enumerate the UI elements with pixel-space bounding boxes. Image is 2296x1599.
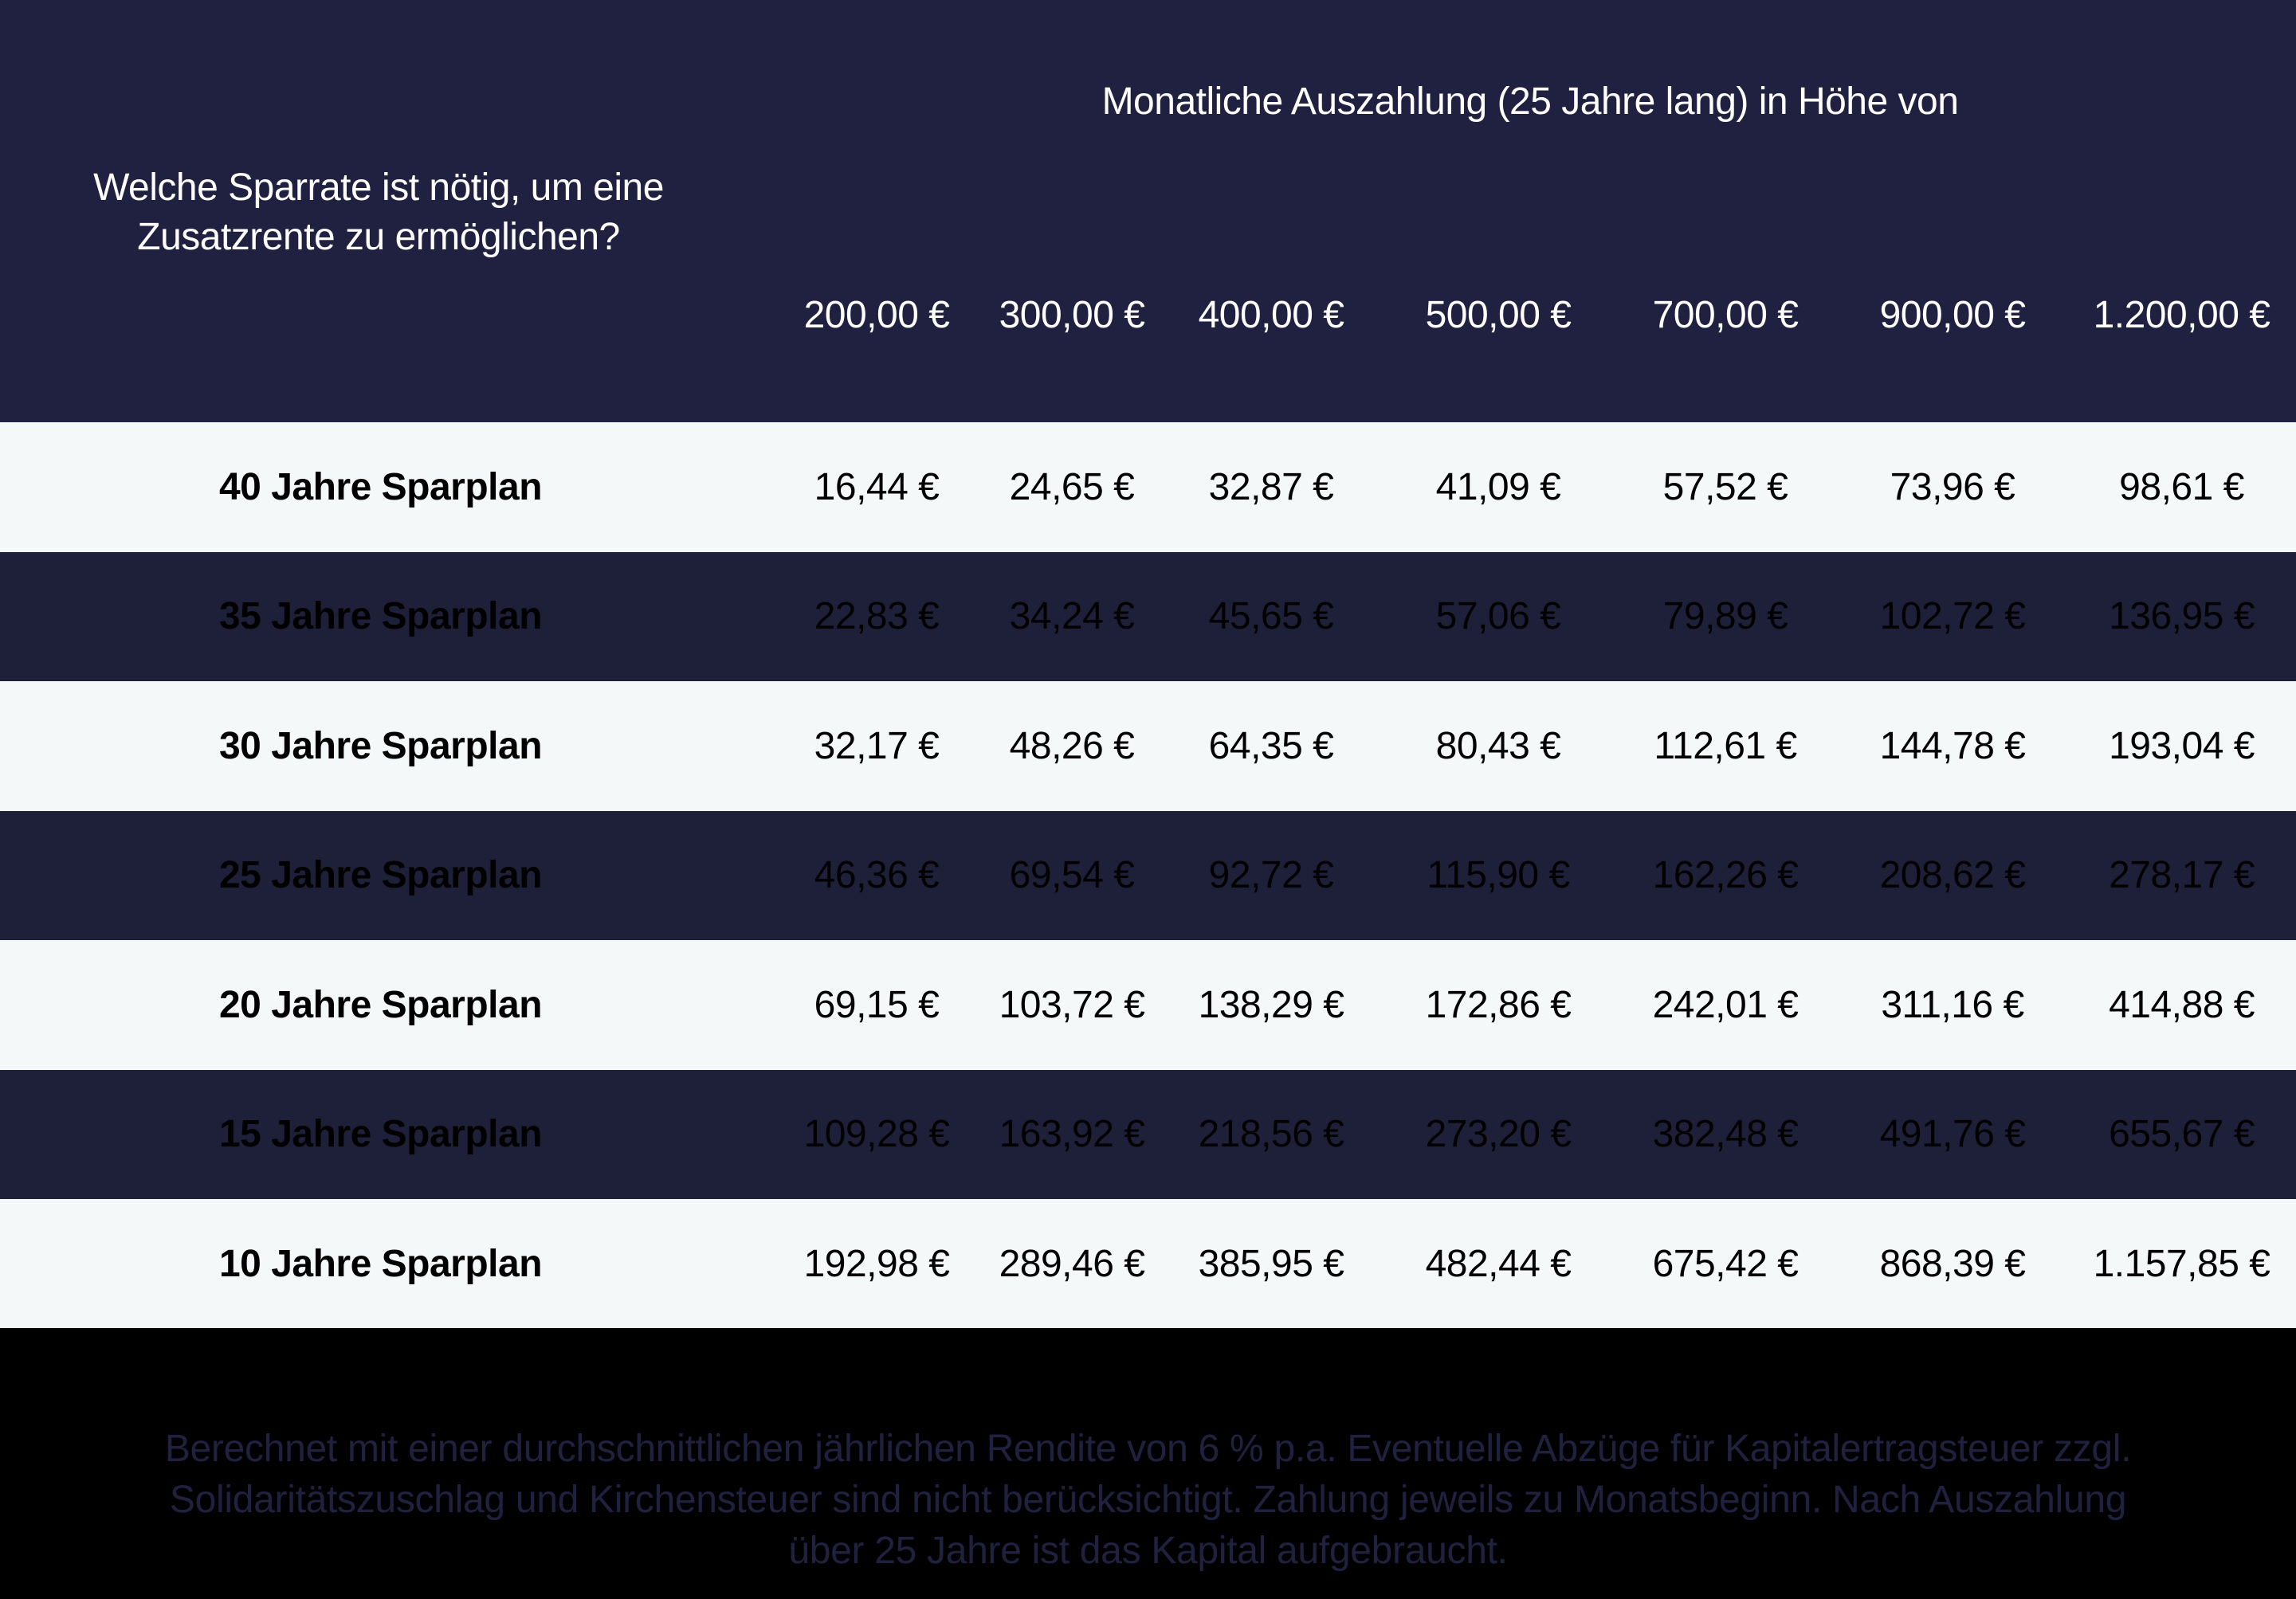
table-cell: 57,06 €	[1435, 595, 1561, 638]
table-cell: 1.157,85 €	[2093, 1242, 2270, 1285]
table-cell: 92,72 €	[1208, 854, 1334, 897]
column-header-300: 300,00 €	[999, 294, 1145, 336]
table-row-15-years: 15 Jahre Sparplan 109,28 € 163,92 € 218,…	[0, 1069, 2296, 1199]
table-cell: 491,76 €	[1879, 1113, 2026, 1156]
table-cell: 208,62 €	[1879, 854, 2026, 897]
row-label: 15 Jahre Sparplan	[218, 1113, 543, 1156]
table-cell: 115,90 €	[1427, 854, 1570, 897]
table-cell: 102,72 €	[1879, 595, 2026, 638]
table-cell: 172,86 €	[1425, 983, 1572, 1026]
table-cell: 273,20 €	[1425, 1113, 1572, 1156]
table-cell: 79,89 €	[1662, 595, 1788, 638]
footer: Berechnet mit einer durchschnittlichen j…	[0, 1328, 2296, 1599]
column-headers: 200,00 € 300,00 € 400,00 € 500,00 € 700,…	[0, 293, 2296, 341]
table-cell: 80,43 €	[1435, 724, 1561, 767]
row-label: 10 Jahre Sparplan	[218, 1242, 543, 1285]
row-label: 25 Jahre Sparplan	[218, 854, 543, 897]
table-cell: 675,42 €	[1652, 1242, 1799, 1285]
table-cell: 32,87 €	[1208, 465, 1334, 508]
table-cell: 289,46 €	[999, 1242, 1145, 1285]
table-cell: 218,56 €	[1198, 1113, 1344, 1156]
table-cell: 46,36 €	[814, 854, 940, 897]
table-cell: 385,95 €	[1198, 1242, 1344, 1285]
table-row-20-years: 20 Jahre Sparplan 69,15 € 103,72 € 138,2…	[0, 940, 2296, 1070]
column-header-900: 900,00 €	[1879, 294, 2026, 336]
table-row-10-years: 10 Jahre Sparplan 192,98 € 289,46 € 385,…	[0, 1199, 2296, 1329]
table-cell: 192,98 €	[803, 1242, 950, 1285]
column-header-400: 400,00 €	[1198, 294, 1344, 336]
table-row-35-years: 35 Jahre Sparplan 22,83 € 34,24 € 45,65 …	[0, 551, 2296, 681]
table-cell: 242,01 €	[1652, 983, 1799, 1026]
table-cell: 311,16 €	[1881, 983, 2024, 1026]
row-label: 30 Jahre Sparplan	[218, 724, 543, 767]
table-cell: 57,52 €	[1662, 465, 1788, 508]
table-cell: 382,48 €	[1652, 1113, 1799, 1156]
footnote: Berechnet mit einer durchschnittlichen j…	[164, 1428, 2132, 1572]
table-cell: 34,24 €	[1009, 595, 1135, 638]
savings-rate-table: Welche Sparrate ist nötig, um eine Zusat…	[0, 0, 2296, 1329]
table-cell: 162,26 €	[1652, 854, 1799, 897]
row-label: 40 Jahre Sparplan	[218, 465, 543, 508]
table-cell: 278,17 €	[2109, 854, 2255, 897]
table-cell: 24,65 €	[1009, 465, 1135, 508]
table-cell: 138,29 €	[1198, 983, 1344, 1026]
table-cell: 109,28 €	[803, 1113, 950, 1156]
table-row-40-years: 40 Jahre Sparplan 16,44 € 24,65 € 32,87 …	[0, 422, 2296, 552]
table-cell: 136,95 €	[2109, 595, 2255, 638]
table-cell: 32,17 €	[814, 724, 940, 767]
table-cell: 98,61 €	[2119, 465, 2244, 508]
table-cell: 64,35 €	[1208, 724, 1334, 767]
column-header-500: 500,00 €	[1425, 294, 1572, 336]
table-cell: 193,04 €	[2109, 724, 2255, 767]
table-cell: 482,44 €	[1425, 1242, 1572, 1285]
table-cell: 73,96 €	[1890, 465, 2015, 508]
header-group-title: Monatliche Auszahlung (25 Jahre lang) in…	[1101, 80, 1959, 123]
header-question: Welche Sparrate ist nötig, um eine Zusat…	[93, 167, 664, 258]
table-header: Welche Sparrate ist nötig, um eine Zusat…	[0, 0, 2296, 422]
column-header-700: 700,00 €	[1652, 294, 1799, 336]
table-cell: 48,26 €	[1009, 724, 1135, 767]
row-label: 20 Jahre Sparplan	[218, 983, 543, 1026]
table-cell: 144,78 €	[1879, 724, 2026, 767]
table-cell: 414,88 €	[2109, 983, 2255, 1026]
table-row-30-years: 30 Jahre Sparplan 32,17 € 48,26 € 64,35 …	[0, 681, 2296, 811]
table-cell: 69,15 €	[814, 983, 940, 1026]
column-header-200: 200,00 €	[803, 294, 950, 336]
table-cell: 45,65 €	[1208, 595, 1334, 638]
table-cell: 112,61 €	[1654, 724, 1797, 767]
table-cell: 16,44 €	[814, 465, 940, 508]
table-cell: 655,67 €	[2109, 1113, 2255, 1156]
table-cell: 69,54 €	[1009, 854, 1135, 897]
table-cell: 868,39 €	[1879, 1242, 2026, 1285]
row-label: 35 Jahre Sparplan	[218, 595, 543, 638]
table-cell: 163,92 €	[999, 1113, 1145, 1156]
table-cell: 41,09 €	[1435, 465, 1561, 508]
table-cell: 22,83 €	[814, 595, 940, 638]
column-header-1200: 1.200,00 €	[2093, 294, 2270, 336]
table-cell: 103,72 €	[999, 983, 1145, 1026]
table-row-25-years: 25 Jahre Sparplan 46,36 € 69,54 € 92,72 …	[0, 810, 2296, 940]
